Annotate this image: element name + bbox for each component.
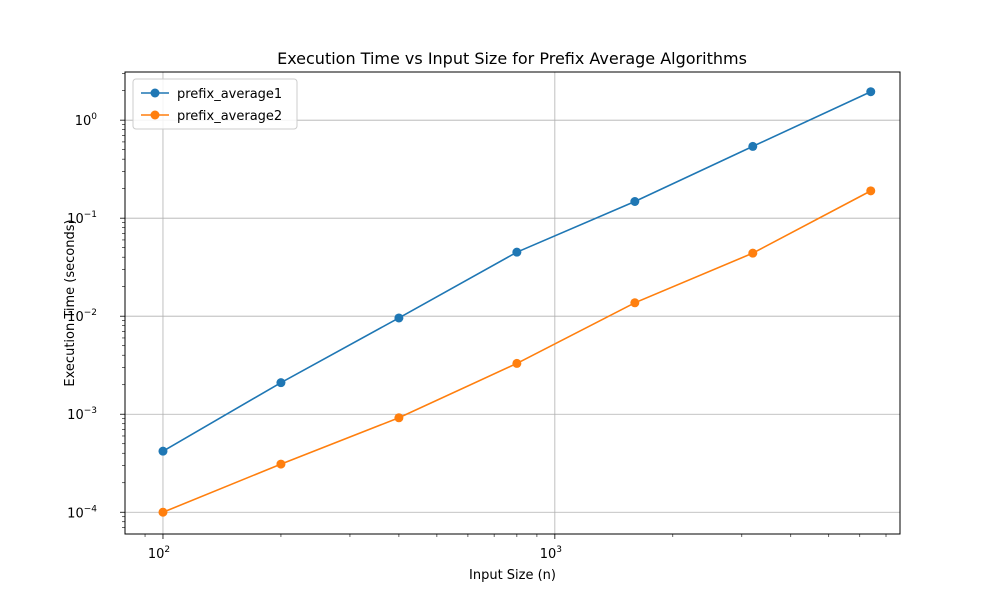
data-point-prefix_average1: [158, 446, 168, 456]
y-axis-title: Execution Time (seconds): [63, 219, 78, 386]
data-point-prefix_average2: [866, 186, 876, 196]
y-tick-exponent: −4: [84, 504, 98, 514]
y-tick-exponent: −3: [84, 406, 97, 416]
series-line-prefix_average1: [162, 91, 872, 452]
legend-marker-prefix_average1: [150, 88, 160, 98]
data-point-prefix_average1: [512, 247, 522, 257]
x-tick-label: 102: [148, 545, 170, 562]
data-point-prefix_average1: [866, 87, 876, 97]
y-tick-exponent: −2: [84, 308, 97, 318]
data-point-prefix_average1: [630, 196, 640, 206]
y-tick-label: 100: [75, 112, 98, 129]
data-point-prefix_average1: [748, 141, 758, 151]
legend-box: [132, 78, 298, 130]
series-line-prefix_average2: [162, 190, 872, 513]
data-point-prefix_average2: [276, 459, 286, 469]
data-point-prefix_average1: [276, 378, 286, 388]
legend-label: prefix_average2: [177, 109, 282, 124]
x-axis-title: Input Size (n): [469, 568, 556, 583]
y-tick-label: 10−4: [67, 504, 97, 521]
data-point-prefix_average2: [394, 413, 404, 423]
y-tick-label: 10−3: [67, 406, 97, 423]
x-tick-exponent: 3: [556, 545, 562, 555]
grid-lines: [125, 72, 900, 534]
legend-label: prefix_average1: [177, 87, 282, 102]
data-point-prefix_average2: [748, 248, 758, 258]
chart-title: Execution Time vs Input Size for Prefix …: [277, 49, 747, 68]
legend: prefix_average1 prefix_average2: [132, 78, 298, 130]
data-point-prefix_average1: [394, 313, 404, 323]
data-point-prefix_average2: [512, 358, 522, 368]
legend-marker-prefix_average2: [150, 110, 160, 120]
x-tick-exponent: 2: [164, 545, 170, 555]
data-point-prefix_average2: [158, 507, 168, 517]
y-tick-exponent: −1: [84, 210, 97, 220]
series-group: [158, 87, 876, 517]
x-tick-label: 103: [540, 545, 562, 562]
y-tick-exponent: 0: [91, 112, 97, 122]
data-point-prefix_average2: [630, 298, 640, 308]
plot-area-frame: [124, 71, 901, 535]
